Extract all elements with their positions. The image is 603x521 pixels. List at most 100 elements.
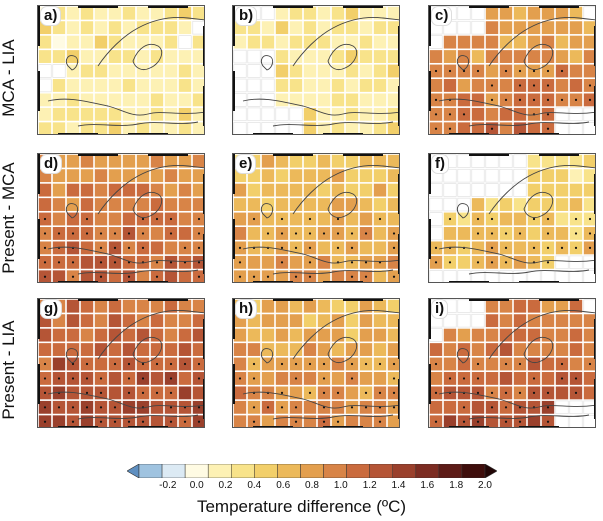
grid-cell	[303, 50, 317, 63]
grid-cell	[513, 241, 527, 255]
grid-cell	[122, 343, 136, 356]
significance-dot	[490, 261, 494, 264]
grid-cell	[261, 169, 275, 183]
grid-cell	[331, 35, 345, 49]
frame-tick	[429, 219, 431, 259]
significance-dot	[378, 217, 382, 221]
grid-cell	[52, 50, 66, 63]
frame-tick	[78, 6, 118, 8]
grid-cell	[136, 328, 150, 342]
significance-dot	[574, 246, 578, 249]
significance-dot	[336, 217, 340, 221]
significance-dot	[113, 406, 117, 409]
significance-dot	[364, 406, 368, 409]
grid-cell	[583, 400, 595, 415]
significance-dot	[252, 275, 256, 278]
significance-dot	[350, 362, 354, 366]
grid-cell	[387, 415, 399, 427]
significance-dot	[336, 420, 340, 423]
grid-cell	[150, 299, 164, 313]
grid-cell	[513, 154, 527, 168]
grid-cell	[289, 183, 303, 197]
grid-cell	[583, 328, 595, 342]
grid-cell	[471, 328, 485, 342]
grid-cell	[136, 122, 150, 134]
grid-cell	[192, 343, 204, 356]
grid-cell	[317, 270, 331, 282]
grid-cell	[261, 154, 275, 168]
grid-cell	[289, 169, 303, 183]
grid-cell	[387, 299, 399, 313]
grid-cell	[80, 35, 94, 49]
significance-dot	[378, 420, 382, 423]
grid-cell	[485, 64, 499, 78]
grid-cell	[527, 357, 541, 371]
significance-dot	[574, 98, 578, 101]
grid-cell	[233, 357, 247, 371]
grid-cell	[457, 20, 471, 35]
significance-dot	[574, 217, 578, 221]
grid-cell	[359, 198, 373, 211]
significance-dot	[532, 391, 536, 394]
grid-cell	[331, 154, 345, 168]
frame-tick	[539, 6, 579, 8]
grid-cell	[569, 169, 583, 183]
significance-dot	[183, 362, 187, 366]
grid-cell	[80, 299, 94, 313]
grid-cell	[122, 198, 136, 211]
frame-tick	[398, 26, 399, 66]
frame-tick	[203, 174, 204, 214]
significance-dot	[169, 261, 173, 264]
grid-cell	[233, 400, 247, 414]
colorbar-tick-label: 1.8	[449, 480, 464, 491]
grid-cell	[555, 299, 569, 313]
grid-cell	[303, 169, 317, 183]
grid-cell	[80, 183, 94, 197]
grid-cell	[289, 79, 303, 92]
grid-cell	[569, 400, 583, 415]
significance-dot	[336, 246, 340, 249]
panel-label: i)	[432, 300, 448, 318]
grid-cell	[303, 198, 317, 211]
grid-cell	[275, 198, 289, 211]
grid-cell	[178, 386, 192, 400]
grid-cell	[555, 415, 569, 427]
grid-cell	[541, 314, 555, 328]
significance-dot	[183, 420, 187, 423]
grid-cell	[555, 343, 569, 356]
grid-cell	[583, 35, 595, 49]
grid-cell	[150, 93, 164, 107]
grid-cell	[317, 35, 331, 49]
grid-cell	[331, 343, 345, 356]
significance-dot	[280, 391, 284, 394]
grid-cell	[122, 64, 136, 78]
grid-cell	[345, 122, 359, 134]
significance-dot	[504, 261, 508, 264]
significance-dot	[127, 232, 131, 235]
grid-cell	[303, 415, 317, 427]
map-panel-c: c)	[428, 5, 596, 135]
grid-cell	[261, 21, 275, 35]
coastline-outline	[242, 310, 399, 420]
colorbar-bin	[392, 464, 417, 478]
significance-dot	[99, 246, 103, 249]
grid-cell	[541, 21, 555, 35]
grid-cell	[275, 299, 289, 313]
colorbar-tick-label: 2.0	[478, 480, 492, 491]
grid-cell	[513, 35, 527, 49]
grid-cell	[429, 328, 443, 342]
grid-cell	[331, 198, 345, 211]
significance-dot	[252, 420, 256, 423]
grid-cell	[275, 154, 289, 168]
grid-cell	[317, 79, 331, 92]
significance-dot	[434, 362, 438, 366]
grid-cell	[303, 343, 317, 356]
frame-tick	[429, 364, 431, 404]
grid-cell	[94, 198, 108, 211]
grid-cell	[261, 35, 275, 49]
grid-cell	[527, 343, 541, 356]
significance-dot	[294, 232, 298, 235]
grid-cell	[359, 241, 373, 255]
significance-dot	[532, 84, 536, 87]
grid-cell	[94, 169, 108, 183]
